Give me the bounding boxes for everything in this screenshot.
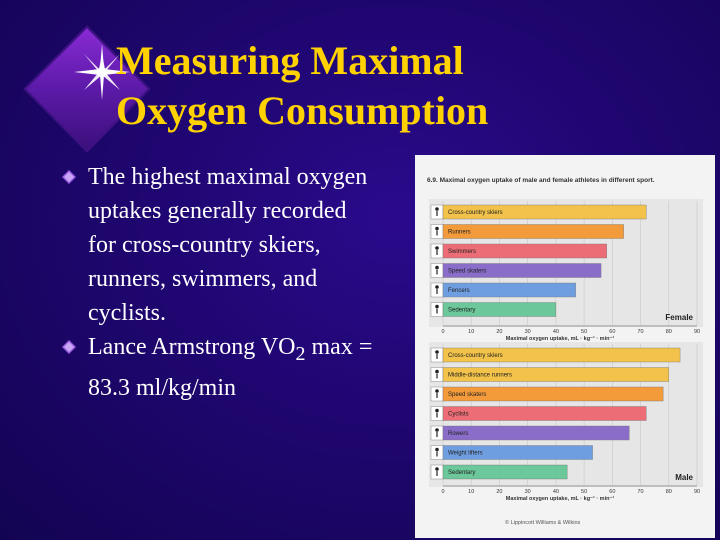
athlete-icon (435, 265, 439, 270)
bar-label: Sedentary (448, 308, 475, 314)
tick-label: 80 (666, 489, 672, 495)
bullet-item-2: Lance Armstrong VO2 max = 83.3 ml/kg/min (58, 330, 378, 405)
athlete-icon (435, 226, 439, 231)
bar-label: Fencers (448, 288, 470, 294)
tick-label: 70 (637, 329, 643, 335)
chart-figure: 6.9. Maximal oxygen uptake of male and f… (415, 155, 715, 538)
bar (442, 464, 568, 480)
athlete-icon (435, 285, 439, 289)
title-line-1: Measuring Maximal (116, 38, 464, 83)
title-line-2: Oxygen Consumption (116, 88, 489, 133)
bullet-text-2a: Lance Armstrong VO (88, 334, 296, 360)
tick-label: 30 (525, 489, 531, 495)
bar (442, 445, 593, 460)
bar-label: Cyclists (448, 412, 469, 418)
x-axis-label: Maximal oxygen uptake, mL · kg⁻¹ · min⁻¹ (506, 335, 615, 342)
figure-title: 6.9. Maximal oxygen uptake of male and f… (427, 177, 655, 184)
bar (442, 263, 602, 278)
athlete-icon (435, 408, 439, 413)
athlete-icon (435, 207, 439, 211)
tick-label: 20 (496, 329, 502, 335)
tick-label: 50 (581, 329, 587, 335)
tick-label: 90 (694, 489, 700, 495)
bullet-text-1: The highest maximal oxygen uptakes gener… (88, 164, 368, 326)
athlete-icon (435, 350, 439, 354)
bar (442, 282, 576, 298)
slide-title: Measuring Maximal Oxygen Consumption (116, 36, 636, 136)
bar-label: Sedentary (448, 470, 475, 476)
tick-label: 10 (468, 489, 474, 495)
tick-label: 40 (553, 489, 559, 495)
bar-label: Cross-country skiers (448, 353, 503, 359)
tick-label: 70 (637, 489, 643, 495)
sparkle-star-icon (74, 44, 130, 100)
athlete-icon (435, 428, 439, 432)
tick-label: 0 (441, 329, 444, 335)
diamond-bullet-icon (62, 340, 76, 354)
bullet-item-1: The highest maximal oxygen uptakes gener… (58, 160, 378, 330)
tick-label: 40 (553, 329, 559, 335)
tick-label: 90 (694, 329, 700, 335)
panel-label: Female (665, 313, 693, 322)
bullet-text-2-subscript: 2 (295, 342, 306, 365)
tick-label: 30 (525, 329, 531, 335)
tick-label: 80 (666, 329, 672, 335)
bar-label: Middle-distance runners (448, 373, 512, 379)
athlete-icon (435, 246, 439, 250)
decorative-diamond (22, 22, 162, 172)
bar (442, 302, 557, 317)
tick-label: 50 (581, 489, 587, 495)
tick-label: 20 (496, 489, 502, 495)
bar-label: Rowers (448, 431, 468, 437)
bar-chart: Cross-country skiers Runners Swimmers Speed… (429, 199, 703, 502)
bar (442, 386, 664, 402)
diamond-bullet-icon (62, 170, 76, 184)
bar (442, 406, 647, 421)
bar (442, 425, 630, 441)
tick-label: 10 (468, 329, 474, 335)
bar (442, 204, 647, 220)
tick-label: 60 (609, 329, 615, 335)
bar (442, 347, 681, 363)
bar-label: Speed skaters (448, 269, 486, 275)
bar-label: Speed skaters (448, 392, 486, 398)
athlete-icon (435, 389, 439, 393)
bar-label: Runners (448, 230, 471, 236)
bar-label: Weight lifters (448, 451, 483, 457)
bar (442, 224, 624, 239)
bar (442, 243, 607, 259)
athlete-icon (435, 467, 439, 471)
bar-label: Swimmers (448, 249, 476, 255)
bullet-text-2b: max = 83.3 ml/kg/min (88, 334, 373, 401)
panel-label: Male (675, 473, 693, 482)
tick-label: 60 (609, 489, 615, 495)
bullet-list: The highest maximal oxygen uptakes gener… (58, 160, 378, 405)
athlete-icon (435, 369, 439, 374)
athlete-icon (435, 447, 439, 452)
athlete-icon (435, 304, 439, 309)
bar-label: Cross-country skiers (448, 210, 503, 216)
tick-label: 0 (441, 489, 444, 495)
bar (442, 367, 669, 382)
figure-credit: © Lippincott Williams & Wilkins (505, 520, 581, 526)
x-axis-label: Maximal oxygen uptake, mL · kg⁻¹ · min⁻¹ (506, 495, 615, 502)
